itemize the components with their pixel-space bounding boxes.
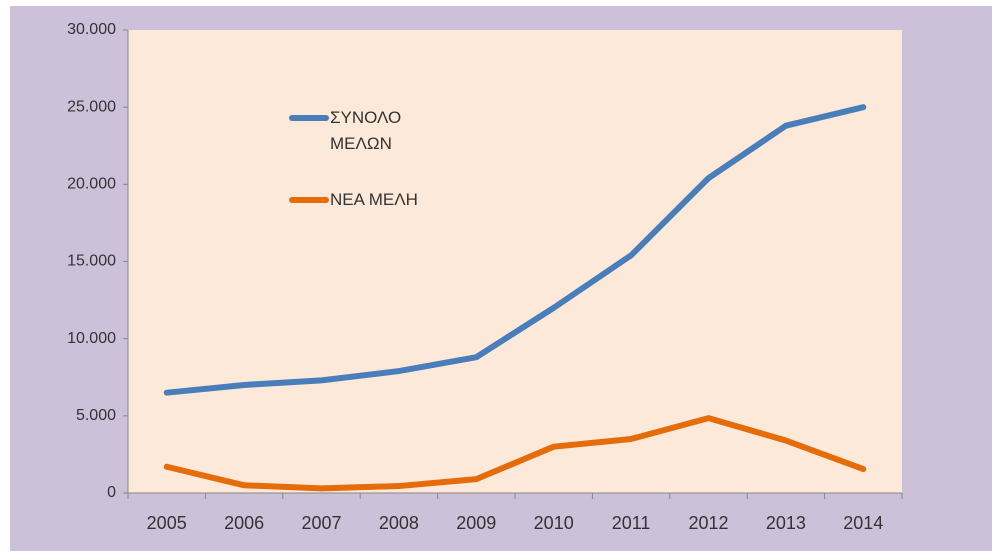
series-line [163, 415, 867, 492]
y-tick-label: 0 [107, 484, 116, 501]
x-tick-label: 2008 [379, 513, 419, 533]
x-tick-label: 2007 [301, 513, 341, 533]
y-tick-label: 10.000 [67, 330, 116, 347]
x-tick-label: 2013 [766, 513, 806, 533]
legend-label: ΣΥΝΟΛΟ ΜΕΛΩΝ [330, 108, 402, 153]
x-tick-label: 2006 [224, 513, 264, 533]
y-tick-label: 20.000 [67, 176, 116, 193]
y-tick-label: 15.000 [67, 253, 116, 270]
plot-area [128, 30, 902, 493]
legend-label: ΝΕΑ ΜΕΛΗ [330, 190, 418, 209]
series-line [163, 104, 867, 396]
y-tick-label: 25.000 [67, 98, 116, 115]
y-tick-label: 5.000 [76, 407, 116, 424]
x-tick-label: 2005 [147, 513, 187, 533]
x-tick-label: 2012 [688, 513, 728, 533]
x-tick-label: 2014 [843, 513, 883, 533]
x-tick-label: 2010 [534, 513, 574, 533]
x-tick-label: 2011 [612, 513, 651, 533]
y-tick-label: 30.000 [67, 21, 116, 38]
x-tick-label: 2009 [456, 513, 496, 533]
